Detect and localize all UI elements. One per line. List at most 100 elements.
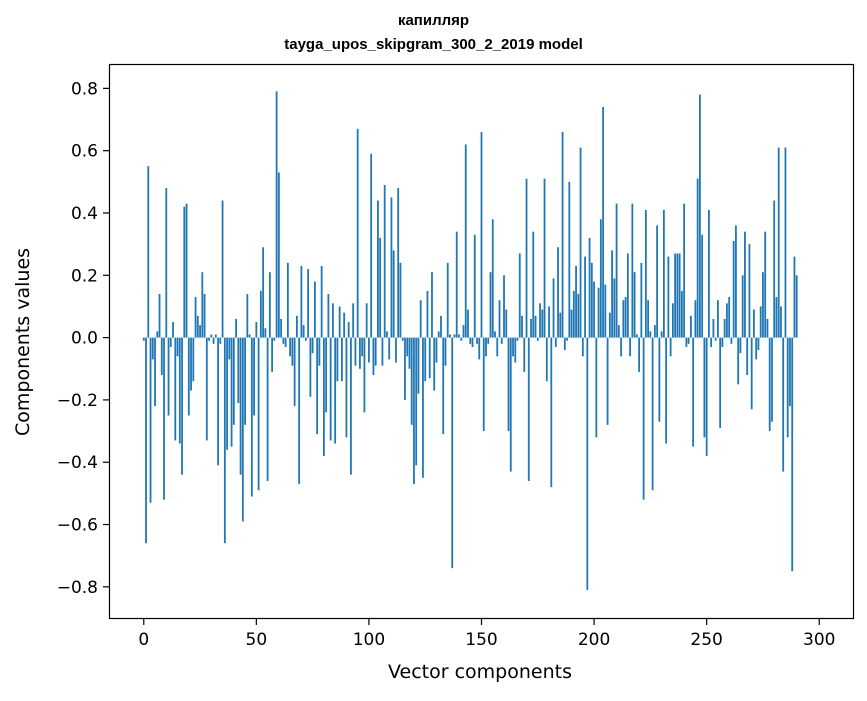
bar <box>145 337 147 544</box>
bar <box>291 337 294 366</box>
bar <box>753 309 755 338</box>
bar <box>658 337 661 422</box>
bar <box>782 337 785 472</box>
bar <box>570 309 573 338</box>
bar <box>401 337 404 341</box>
bar <box>381 337 384 366</box>
bar <box>325 337 328 413</box>
bar <box>791 337 794 572</box>
bar <box>154 337 156 407</box>
bar <box>701 234 704 338</box>
bar <box>442 337 445 435</box>
bar <box>237 337 240 404</box>
bar <box>271 337 274 372</box>
bar <box>762 272 764 338</box>
bar <box>221 200 224 338</box>
bar <box>608 312 611 338</box>
y-axis-ticks: 0.8 0.6 0.4 0.2 0.0 −0.2 −0.4 −0.6 −0.8 <box>57 79 110 598</box>
bar <box>624 297 627 338</box>
bar <box>678 253 681 338</box>
bar <box>208 337 210 341</box>
bar <box>406 337 409 357</box>
bar <box>530 318 532 338</box>
bar <box>286 262 289 338</box>
bar <box>192 337 195 382</box>
bar <box>744 231 746 338</box>
bar <box>404 337 406 400</box>
bar <box>374 337 377 366</box>
bar <box>579 147 582 338</box>
bar <box>190 337 192 391</box>
bars <box>142 91 798 590</box>
bar <box>156 331 159 338</box>
bar <box>230 337 233 447</box>
bar <box>505 309 508 338</box>
bar <box>768 337 771 432</box>
bar <box>478 337 481 360</box>
bar <box>210 334 213 338</box>
bar <box>491 219 494 338</box>
bar <box>559 312 562 338</box>
bar <box>149 337 152 503</box>
bar <box>379 237 382 338</box>
bar <box>469 337 472 344</box>
bar <box>644 209 647 338</box>
bar <box>671 303 674 338</box>
bar <box>647 300 650 338</box>
bar <box>415 337 418 466</box>
bar <box>764 231 767 338</box>
bar <box>543 178 546 338</box>
bar <box>440 315 442 338</box>
bar <box>714 337 717 341</box>
bar <box>399 262 402 338</box>
bar <box>158 293 161 338</box>
bar <box>451 337 454 569</box>
x-tick-label: 50 <box>246 630 268 650</box>
bar <box>226 337 228 450</box>
bar <box>205 337 208 441</box>
bar <box>548 306 550 338</box>
bar <box>687 337 690 344</box>
bar <box>471 337 474 347</box>
bar <box>656 225 659 338</box>
bar <box>372 337 375 375</box>
bar <box>431 272 433 338</box>
bar <box>169 337 172 347</box>
y-tick-label: 0.4 <box>71 204 98 224</box>
bar <box>683 203 686 338</box>
bar <box>590 262 593 338</box>
bar <box>577 293 580 338</box>
bar <box>363 337 366 413</box>
bar <box>586 337 589 590</box>
bar <box>732 241 735 338</box>
bar <box>536 337 539 341</box>
bar <box>698 94 701 338</box>
y-tick-label: −0.4 <box>57 453 98 473</box>
bar <box>719 337 722 428</box>
bar <box>280 318 283 338</box>
bar <box>737 337 740 385</box>
chart-title-line-1: капилляр <box>397 12 470 29</box>
bar <box>597 287 600 338</box>
bar <box>386 331 388 338</box>
bar <box>435 337 438 363</box>
bar <box>147 166 150 338</box>
bar <box>194 297 197 338</box>
bar <box>298 337 301 485</box>
bar <box>498 300 501 338</box>
bar <box>503 275 505 338</box>
bar <box>246 293 249 338</box>
y-tick-label: −0.8 <box>57 578 98 598</box>
bar <box>453 334 456 338</box>
bar <box>390 197 393 338</box>
bar <box>568 181 571 338</box>
bar <box>318 337 321 366</box>
bar <box>649 331 652 338</box>
bar <box>178 337 181 444</box>
bar <box>322 337 325 456</box>
bar <box>413 337 415 485</box>
bar <box>462 325 465 338</box>
bar <box>223 337 226 544</box>
bar <box>532 231 535 338</box>
bar <box>717 300 719 338</box>
